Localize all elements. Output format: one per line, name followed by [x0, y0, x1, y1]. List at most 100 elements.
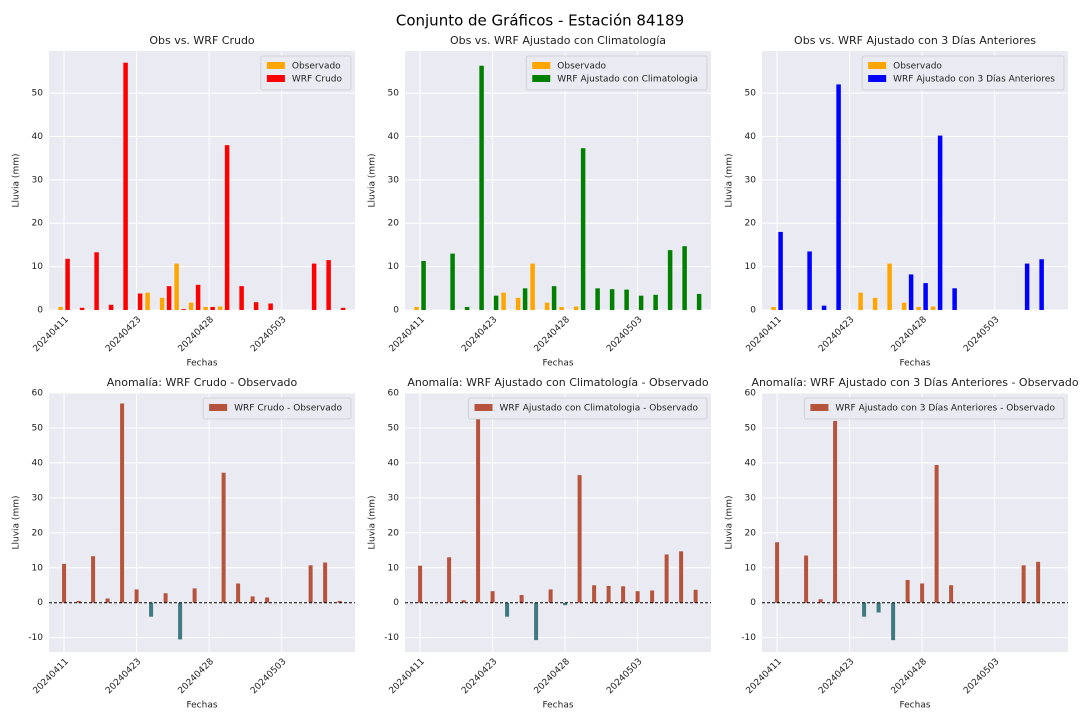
bar [775, 542, 780, 603]
bar [464, 306, 470, 310]
bar [530, 263, 535, 310]
x-tick-label: 20240428 [890, 657, 930, 697]
bar [224, 145, 230, 310]
bar [949, 585, 954, 603]
bar [563, 602, 568, 606]
x-tick-label: 20240423 [460, 315, 499, 354]
subplot-title: Anomalía: WRF Ajustado con 3 Días Anteri… [751, 376, 1078, 389]
bar [253, 302, 259, 310]
y-tick-label: 50 [388, 89, 400, 99]
legend-label: WRF Ajustado con Climatologia - Observad… [500, 404, 699, 414]
bar [559, 306, 564, 310]
bar [311, 263, 317, 310]
bar [476, 405, 481, 603]
legend-label: WRF Ajustado con 3 Días Anteriores - Obs… [835, 404, 1055, 414]
x-tick-label: 20240503 [962, 657, 1001, 696]
bar [210, 306, 215, 310]
bar [192, 588, 197, 603]
bar [682, 246, 687, 310]
bar [461, 600, 466, 603]
x-tick-label: 20240411 [32, 657, 71, 696]
y-axis-label: Lluvia (mm) [368, 154, 378, 208]
legend-label: Observado [893, 62, 942, 72]
y-tick-label: 0 [393, 306, 399, 316]
x-axis-label: Fechas [186, 359, 217, 369]
bar [105, 598, 110, 603]
y-tick-label: 40 [388, 132, 400, 142]
x-tick-label: 20240428 [533, 657, 573, 697]
bar [952, 288, 957, 310]
x-axis-label: Fechas [899, 701, 930, 711]
bar [679, 551, 684, 603]
y-tick-label: 50 [32, 89, 44, 99]
y-tick-label: 0 [37, 306, 43, 316]
bar [821, 305, 827, 310]
plot-background [405, 393, 711, 652]
y-tick-label: 30 [388, 175, 400, 185]
y-tick-label: 30 [745, 175, 757, 185]
subplot-title: Anomalía: WRF Ajustado con Climatología … [407, 376, 709, 389]
bar [858, 292, 863, 310]
subplot-title: Obs vs. WRF Ajustado con 3 Días Anterior… [794, 34, 1036, 47]
bar [818, 599, 823, 603]
bar [522, 288, 528, 310]
y-tick-label: 20 [388, 219, 400, 229]
bar [447, 557, 452, 603]
bar [217, 306, 223, 310]
legend-label: WRF Ajustado con 3 Días Anteriores [893, 75, 1055, 85]
y-tick-label: -10 [741, 633, 756, 643]
y-tick-label: 20 [388, 528, 400, 538]
bar [580, 148, 586, 310]
y-tick-label: 10 [32, 262, 44, 272]
y-axis-label: Lluvia (mm) [725, 496, 735, 550]
bar [174, 263, 179, 310]
bar [635, 591, 640, 603]
bar [905, 579, 910, 603]
bar [58, 306, 63, 310]
bar [621, 586, 626, 603]
y-tick-label: 50 [32, 423, 44, 433]
bar [934, 465, 939, 603]
y-tick-label: 60 [388, 389, 400, 399]
bar [195, 284, 201, 310]
legend-label: WRF Ajustado con Climatologia [557, 75, 698, 85]
bar [923, 283, 928, 310]
y-tick-label: 50 [388, 423, 400, 433]
bar [421, 260, 426, 310]
bar [804, 555, 809, 603]
bar [120, 403, 125, 603]
bar [624, 289, 629, 310]
bar [221, 472, 226, 603]
bar [1039, 259, 1044, 310]
x-tick-label: 20240423 [817, 315, 856, 354]
legend-label: Observado [557, 62, 606, 72]
bar [323, 562, 328, 603]
bar [519, 595, 524, 603]
x-tick-label: 20240428 [890, 315, 930, 355]
legend: WRF Crudo - Observado [202, 397, 352, 420]
legend: Observado WRF Ajustado con Climatologia [525, 55, 708, 91]
bar [490, 591, 495, 603]
bar [667, 250, 673, 310]
bar [236, 583, 241, 603]
x-axis-label: Fechas [899, 359, 930, 369]
bar [887, 263, 892, 310]
x-tick-label: 20240423 [817, 657, 856, 696]
bar [916, 306, 921, 310]
legend-swatch [868, 62, 887, 69]
bar [544, 302, 550, 310]
y-tick-label: 20 [745, 219, 757, 229]
bar [807, 251, 812, 310]
x-tick-label: 20240411 [745, 315, 784, 354]
y-tick-label: 10 [745, 563, 757, 573]
legend: WRF Ajustado con Climatologia - Observad… [468, 397, 708, 420]
legend-swatch [532, 75, 551, 82]
plot-background [762, 393, 1068, 652]
bar [876, 602, 881, 613]
bar [108, 304, 114, 310]
bar [606, 585, 611, 603]
y-tick-label: 20 [32, 219, 44, 229]
subplot: 0 10 20 30 40 50 20240411 20240423 20240428 20240… [12, 34, 355, 369]
bar [62, 563, 67, 603]
y-tick-label: 30 [388, 493, 400, 503]
